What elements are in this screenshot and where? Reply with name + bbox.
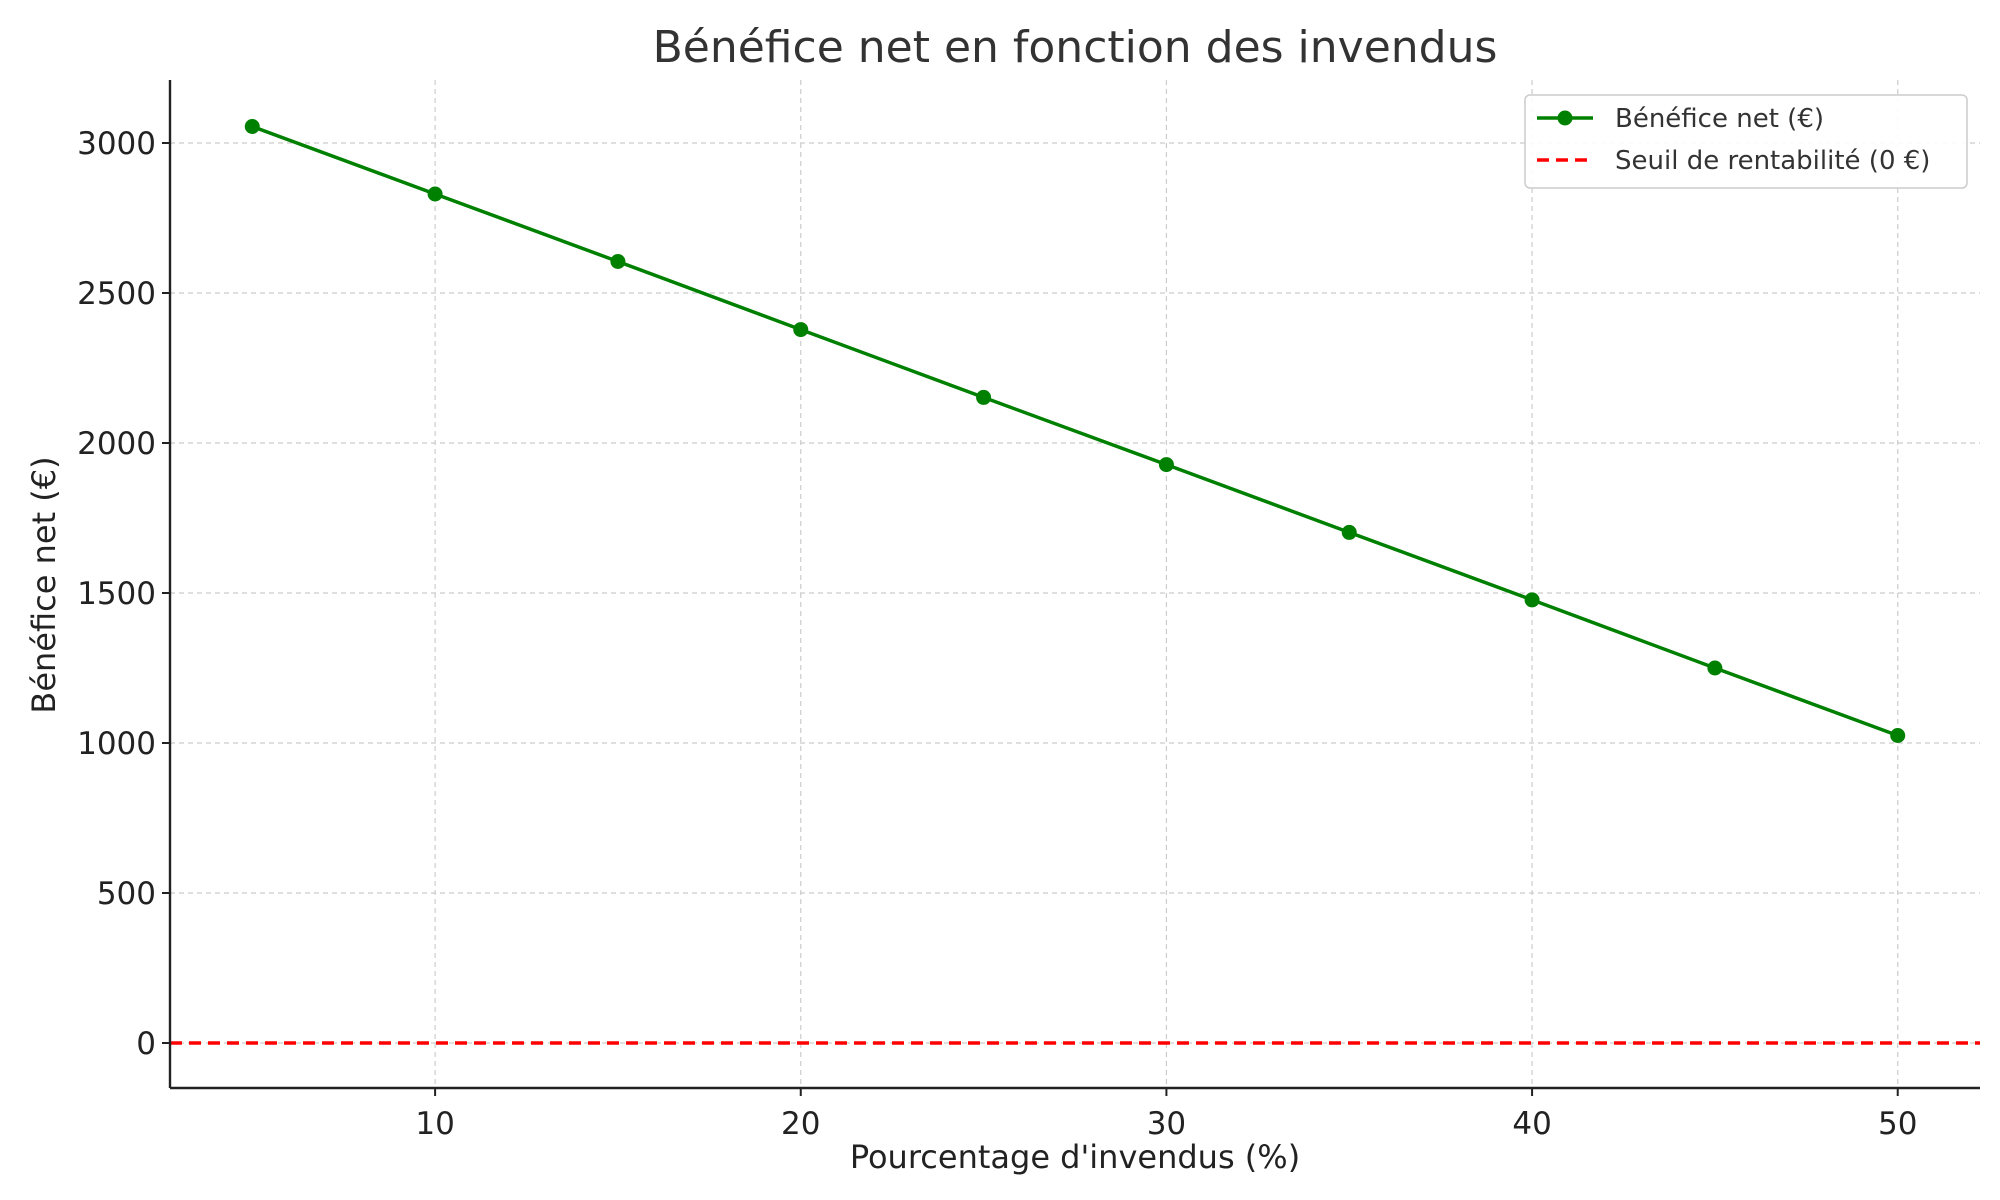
y-tick-label: 2500: [77, 276, 156, 312]
legend-label-profit: Bénéfice net (€): [1615, 104, 1824, 134]
data-point: [793, 322, 809, 338]
x-tick-label: 40: [1512, 1106, 1551, 1142]
y-axis-label: Bénéfice net (€): [25, 456, 63, 713]
x-tick-label: 50: [1878, 1106, 1917, 1142]
y-ticks: 0 500 1000 1500 2000 2500 3000: [77, 126, 170, 1062]
data-point: [1341, 524, 1357, 540]
data-point: [1158, 457, 1174, 473]
legend: Bénéfice net (€) Seuil de rentabilité (0…: [1524, 94, 1968, 189]
y-tick-label: 0: [136, 1026, 156, 1062]
y-tick-label: 2000: [77, 426, 156, 462]
y-tick-label: 500: [97, 876, 156, 912]
legend-box: [1524, 94, 1968, 189]
data-point: [244, 119, 260, 134]
y-tick-label: 1000: [77, 726, 156, 762]
y-tick-label: 3000: [77, 126, 156, 162]
data-point: [610, 254, 626, 269]
y-tick-label: 1500: [77, 576, 156, 612]
x-tick-label: 30: [1147, 1106, 1186, 1142]
data-point: [1890, 728, 1906, 743]
series-layer: [244, 119, 1906, 743]
axes: [168, 80, 1980, 1090]
data-point: [976, 389, 992, 405]
data-point: [1524, 592, 1540, 608]
x-tick-label: 10: [415, 1106, 454, 1142]
series-line-profit: [251, 124, 1899, 738]
legend-label-breakeven: Seuil de rentabilité (0 €): [1615, 146, 1930, 176]
legend-marker-profit: [1557, 110, 1573, 126]
data-point: [1707, 660, 1723, 676]
x-tick-label: 20: [781, 1106, 820, 1142]
data-point: [427, 186, 443, 202]
chart-title: Bénéfice net en fonction des invendus: [653, 22, 1498, 73]
grid: [170, 80, 1980, 1088]
x-axis-label: Pourcentage d'invendus (%): [850, 1138, 1300, 1176]
x-ticks: 10 20 30 40 50: [415, 1088, 1917, 1142]
